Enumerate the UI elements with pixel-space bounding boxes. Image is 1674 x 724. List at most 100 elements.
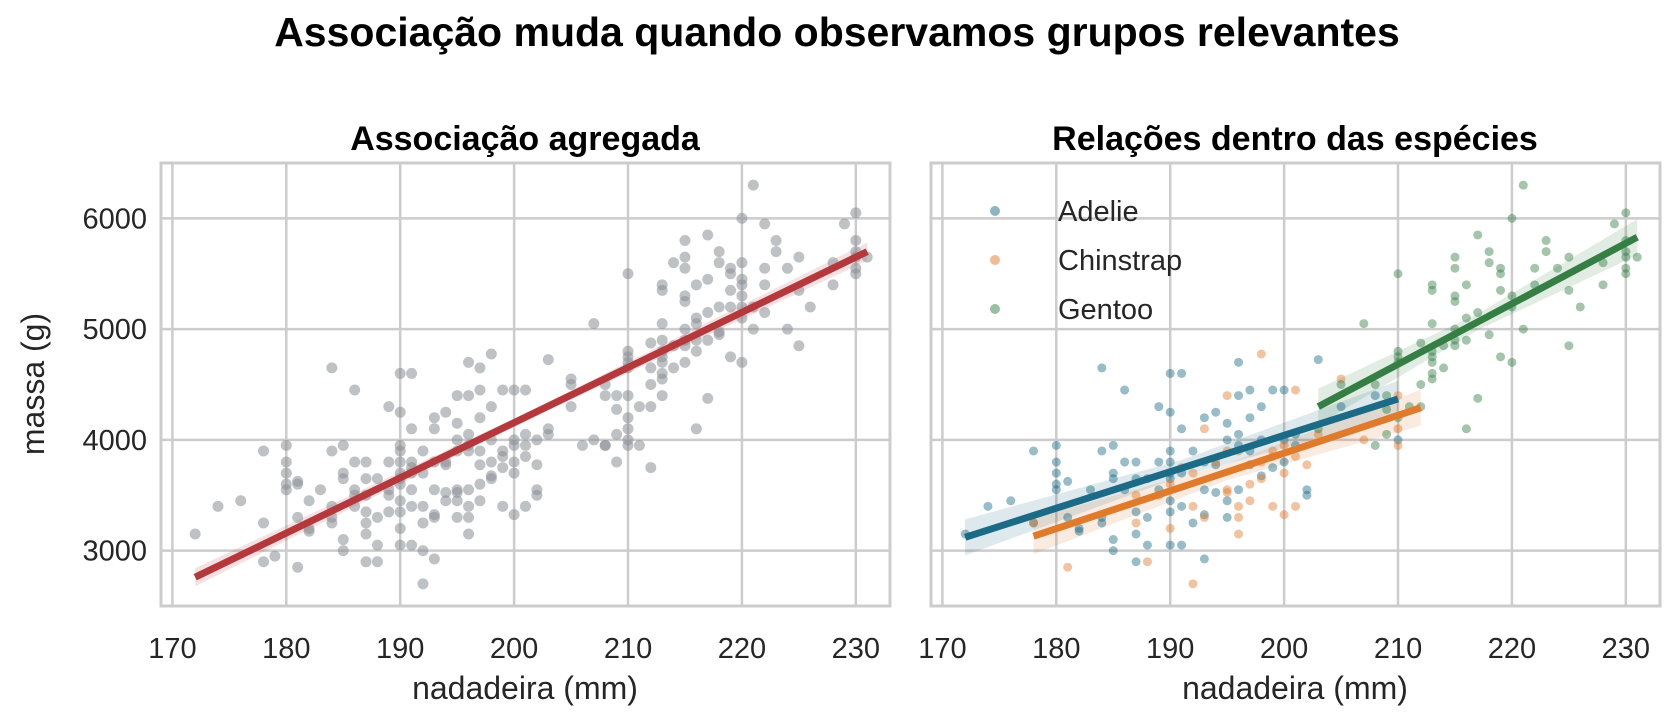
data-point [804, 301, 816, 313]
data-point [1188, 468, 1198, 478]
data-point [622, 268, 634, 280]
data-point [303, 495, 315, 507]
x-tick-label: 190 [376, 633, 424, 665]
data-point [1496, 285, 1506, 295]
data-point [1188, 579, 1198, 589]
plot-area-species [960, 180, 1642, 589]
data-point [360, 473, 372, 485]
data-point [1370, 380, 1380, 389]
data-point [1632, 252, 1642, 262]
x-tick-label: 180 [1032, 633, 1080, 665]
data-point [736, 212, 748, 224]
data-point [759, 279, 771, 291]
data-point [1108, 474, 1118, 484]
data-point [463, 511, 475, 523]
data-point [725, 268, 737, 280]
regression-line [193, 248, 869, 581]
data-point [1074, 526, 1084, 536]
data-point [1234, 391, 1244, 401]
data-point [280, 484, 292, 496]
data-point [1165, 507, 1175, 517]
data-point [1393, 269, 1403, 279]
data-point [1222, 496, 1232, 506]
data-point [1416, 338, 1426, 348]
ticks-aggregate: 170 180 190 200 210 220 230 3000 4000 5000 6000 [82, 203, 880, 665]
data-point [1108, 440, 1118, 450]
data-point [1245, 413, 1255, 423]
data-point [1188, 501, 1198, 511]
data-point [1268, 463, 1278, 473]
data-point [1518, 180, 1528, 190]
data-point [690, 318, 702, 330]
data-point [759, 262, 771, 274]
data-point [531, 484, 543, 496]
frame-aggregate [159, 161, 892, 608]
legend-marker [990, 255, 1000, 265]
data-point [1199, 413, 1209, 423]
data-point [451, 434, 463, 446]
data-point [702, 334, 714, 346]
data-point [1256, 474, 1266, 484]
data-point [189, 528, 201, 540]
data-point [588, 434, 600, 446]
legend-marker [990, 206, 1000, 216]
data-point [463, 390, 475, 402]
data-point [394, 439, 406, 451]
data-point [1211, 407, 1221, 417]
data-point [451, 390, 463, 402]
data-point [417, 517, 429, 529]
data-point [1051, 479, 1061, 489]
data-point [485, 473, 497, 485]
data-point [1518, 324, 1528, 334]
data-point [1165, 368, 1175, 378]
data-point [1131, 518, 1141, 528]
data-point [1461, 424, 1471, 434]
data-point [759, 218, 771, 230]
data-point [212, 500, 224, 512]
x-axis-label-species: nadadeira (mm) [1182, 670, 1408, 706]
data-point [1291, 451, 1300, 461]
data-point [394, 506, 406, 518]
data-point [1177, 540, 1187, 550]
data-point [656, 284, 668, 296]
data-point [417, 545, 429, 557]
data-point [645, 379, 657, 390]
data-point [622, 423, 634, 435]
data-point [349, 456, 361, 468]
data-point [1234, 501, 1244, 511]
data-point [542, 354, 554, 366]
data-point [428, 423, 440, 435]
data-point [1222, 391, 1232, 401]
data-point [702, 307, 714, 319]
data-point [1359, 435, 1369, 445]
data-point [1199, 512, 1209, 522]
data-point [1393, 352, 1403, 362]
data-point [702, 392, 714, 404]
data-point [1598, 280, 1608, 290]
data-point [440, 406, 452, 418]
data-point [713, 246, 725, 258]
data-point [793, 251, 805, 263]
data-point [1450, 296, 1460, 306]
data-point [1313, 355, 1323, 365]
data-point [1268, 501, 1278, 511]
data-point [702, 229, 714, 241]
data-point [360, 456, 372, 468]
data-point [645, 462, 657, 474]
figure-title: Associação muda quando observamos grupos… [274, 9, 1400, 55]
data-point [508, 439, 520, 451]
data-point [1427, 374, 1437, 384]
data-point [793, 340, 805, 352]
data-point [406, 423, 418, 435]
data-point [394, 522, 406, 534]
data-point [1427, 368, 1437, 378]
data-point [1142, 540, 1152, 550]
data-point [599, 390, 611, 402]
data-point [1165, 540, 1175, 550]
data-point [622, 351, 634, 363]
data-point [1256, 402, 1266, 412]
data-point [838, 218, 850, 230]
data-point [428, 511, 440, 523]
data-point [679, 262, 691, 274]
data-point [827, 279, 839, 291]
